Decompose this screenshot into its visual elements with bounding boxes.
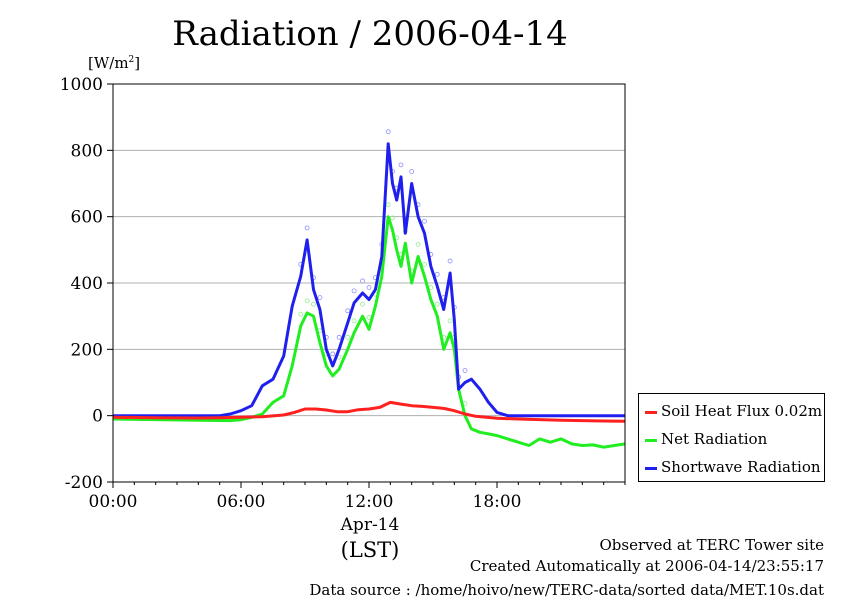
y-tick-label: 600 <box>71 208 103 228</box>
legend-marker <box>645 438 657 442</box>
data-point <box>336 334 342 340</box>
axis-ticks: -200 0 200 400 600 800 1000 00:00 06:00 12:00 18:0… <box>60 75 626 512</box>
data-point <box>304 298 310 304</box>
data-point <box>351 318 357 324</box>
data-point <box>304 225 310 231</box>
data-point <box>390 215 395 221</box>
legend: Soil Heat Flux 0.02m Net Radiation Short… <box>638 393 825 482</box>
data-point <box>298 311 304 317</box>
y-axis-unit-label: [W/m2] <box>88 54 141 72</box>
data-point <box>422 261 427 267</box>
data-point <box>434 271 440 277</box>
data-point <box>317 295 323 300</box>
series-line <box>112 215 626 449</box>
data-point <box>345 308 351 314</box>
data-point <box>311 301 316 307</box>
data-point <box>409 169 415 174</box>
legend-item-shortwave-radiation: Shortwave Radiation <box>645 458 821 476</box>
y-tick-label: 200 <box>71 340 103 360</box>
y-tick-label: 0 <box>92 407 103 427</box>
data-point <box>360 301 366 307</box>
series-line <box>113 142 625 418</box>
footer-observed: Observed at TERC Tower site <box>599 536 824 554</box>
legend-item-net-radiation: Net Radiation <box>645 430 767 448</box>
legend-label: Net Radiation <box>661 430 768 448</box>
data-point <box>447 318 453 324</box>
y-tick-label: 400 <box>71 274 103 294</box>
x-tick-label: 18:00 <box>473 492 522 512</box>
series-line <box>112 400 626 423</box>
data-point <box>434 301 440 307</box>
y-tick-label: 800 <box>71 141 103 161</box>
legend-label: Shortwave Radiation <box>661 458 821 476</box>
data-point <box>330 351 336 357</box>
series-layer <box>112 129 626 449</box>
x-date-label: Apr-14 <box>340 515 400 535</box>
chart-title: Radiation / 2006-04-14 <box>172 14 568 54</box>
legend-label: Soil Heat Flux 0.02m <box>661 402 823 420</box>
legend-item-soil-heat-flux: Soil Heat Flux 0.02m <box>645 402 822 420</box>
x-tick-label: 06:00 <box>217 492 266 512</box>
y-tick-label: -200 <box>65 473 103 493</box>
data-point <box>385 202 391 208</box>
x-tick-label: 12:00 <box>345 492 394 512</box>
data-point <box>345 334 351 340</box>
footer-source: Data source : /home/hoivo/new/TERC-data/… <box>309 581 824 599</box>
x-axis-label: (LST) <box>340 538 400 562</box>
legend-marker <box>645 410 657 414</box>
data-point <box>398 162 404 168</box>
grid-lines <box>113 149 625 417</box>
data-point <box>415 242 421 247</box>
x-tick-label: 00:00 <box>89 492 138 512</box>
data-point <box>366 285 372 290</box>
legend-marker <box>645 466 657 470</box>
data-point <box>351 288 357 294</box>
y-tick-label: 1000 <box>60 75 103 95</box>
footer-created: Created Automatically at 2006-04-14/23:5… <box>469 557 824 575</box>
data-point <box>385 129 391 135</box>
data-point <box>462 368 468 373</box>
data-point <box>360 278 366 284</box>
data-point <box>422 218 427 224</box>
data-point <box>447 258 453 264</box>
